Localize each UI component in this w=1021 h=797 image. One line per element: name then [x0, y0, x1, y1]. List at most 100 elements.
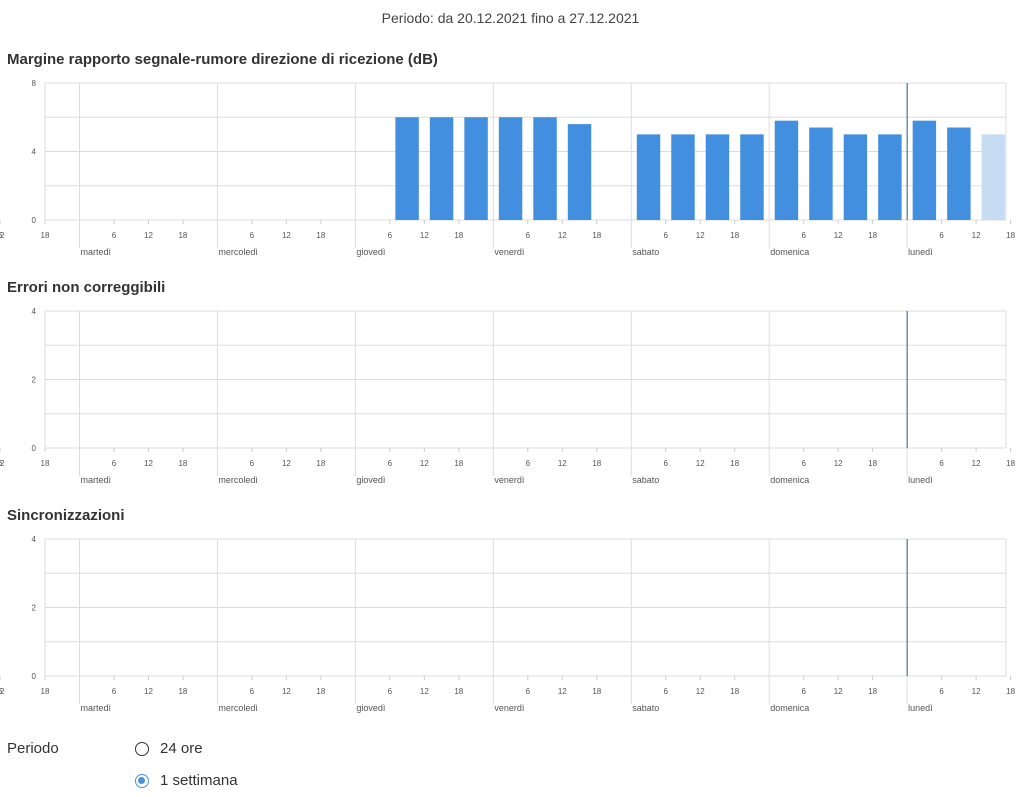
- chart-errors: 0 2 4 martedì mercoledì giovedì venerdì sabato d…: [0, 307, 1016, 485]
- x-tick-label: 12: [558, 687, 567, 696]
- x-tick-label: 18: [730, 459, 739, 468]
- y-tick-label: 4: [32, 148, 37, 157]
- day-label: giovedì: [356, 247, 385, 257]
- x-tick-label: 18: [178, 687, 187, 696]
- bar: [636, 134, 661, 220]
- x-tick-label: 6: [388, 687, 393, 696]
- period-label: Periodo: [7, 740, 59, 757]
- x-tick-label: 6: [801, 231, 806, 240]
- x-tick-label: 12: [282, 459, 291, 468]
- x-tick-label: 18: [41, 231, 50, 240]
- chart-title-snr: Margine rapporto segnale-rumore direzion…: [7, 51, 438, 68]
- chart-title-errors: Errori non correggibili: [7, 279, 166, 296]
- x-tick-label: 18: [592, 231, 601, 240]
- x-tick-label: 6: [801, 687, 806, 696]
- radio-24h[interactable]: 24 ore: [135, 740, 203, 757]
- x-tick-label: 6: [526, 231, 531, 240]
- bar: [533, 117, 557, 220]
- x-tick-label: 12: [0, 459, 5, 468]
- x-tick-label: 18: [868, 459, 877, 468]
- x-tick-label: 6: [526, 687, 531, 696]
- bar: [740, 134, 764, 220]
- y-tick-label: 0: [32, 216, 37, 225]
- chart-snr: 0 4 8 martedì mercoledì giovedì venerdì sabato d…: [0, 79, 1016, 257]
- x-tick-label: 18: [454, 459, 463, 468]
- bar: [705, 134, 730, 220]
- x-tick-label: 12: [696, 231, 705, 240]
- bar: [947, 127, 971, 220]
- y-tick-label: 2: [32, 604, 37, 613]
- x-tick-label: 6: [388, 231, 393, 240]
- day-label: lunedì: [908, 703, 933, 713]
- x-tick-label: 6: [664, 459, 669, 468]
- x-tick-label: 6: [250, 459, 255, 468]
- x-tick-label: 12: [144, 231, 153, 240]
- y-tick-label: 8: [32, 79, 37, 88]
- x-tick-label: 12: [144, 459, 153, 468]
- x-tick-label: 6: [939, 459, 944, 468]
- x-tick-label: 18: [41, 459, 50, 468]
- day-label: sabato: [632, 475, 659, 485]
- x-tick-label: 18: [730, 231, 739, 240]
- x-tick-label: 12: [696, 459, 705, 468]
- chart-title-sync: Sincronizzazioni: [7, 507, 125, 524]
- y-tick-label: 0: [32, 444, 37, 453]
- day-label: sabato: [632, 247, 659, 257]
- x-tick-label: 18: [316, 231, 325, 240]
- x-tick-label: 12: [420, 459, 429, 468]
- bar: [671, 134, 695, 220]
- day-label: mercoledì: [218, 247, 258, 257]
- y-tick-label: 2: [32, 376, 37, 385]
- bar: [878, 134, 902, 220]
- x-tick-label: 18: [178, 459, 187, 468]
- x-tick-label: 18: [1006, 231, 1015, 240]
- x-tick-label: 12: [558, 459, 567, 468]
- bar: [912, 120, 937, 220]
- day-label: giovedì: [356, 475, 385, 485]
- x-tick-label: 12: [420, 687, 429, 696]
- x-tick-label: 12: [972, 231, 981, 240]
- x-tick-label: 6: [112, 459, 117, 468]
- day-label: domenica: [770, 247, 809, 257]
- x-tick-label: 12: [972, 687, 981, 696]
- period-range-text: Periodo: da 20.12.2021 fino a 27.12.2021: [381, 10, 640, 26]
- x-tick-label: 6: [664, 231, 669, 240]
- x-tick-label: 6: [0, 231, 3, 240]
- radio-circle[interactable]: [135, 741, 149, 756]
- day-label: sabato: [632, 703, 659, 713]
- x-tick-label: 6: [112, 231, 117, 240]
- bar: [567, 124, 592, 220]
- bar: [774, 120, 799, 220]
- x-tick-label: 6: [250, 687, 255, 696]
- x-tick-label: 12: [282, 687, 291, 696]
- x-tick-label: 6: [388, 459, 393, 468]
- x-tick-label: 6: [939, 231, 944, 240]
- radio-1-week-label: 1 settimana: [160, 772, 238, 789]
- x-tick-label: 6: [939, 687, 944, 696]
- x-tick-label: 6: [0, 687, 3, 696]
- radio-1-week[interactable]: 1 settimana: [135, 772, 238, 789]
- radio-circle-checked[interactable]: [135, 773, 149, 788]
- x-tick-label: 18: [1006, 459, 1015, 468]
- x-tick-label: 12: [834, 687, 843, 696]
- day-label: mercoledì: [218, 703, 258, 713]
- x-tick-label: 18: [868, 687, 877, 696]
- day-label: domenica: [770, 703, 809, 713]
- y-tick-label: 4: [32, 535, 37, 544]
- x-tick-label: 12: [144, 687, 153, 696]
- x-tick-label: 12: [834, 231, 843, 240]
- bar: [981, 134, 1006, 220]
- x-tick-label: 18: [592, 687, 601, 696]
- y-tick-label: 0: [32, 672, 37, 681]
- x-tick-label: 18: [316, 687, 325, 696]
- x-tick-label: 18: [41, 687, 50, 696]
- bar: [498, 117, 523, 220]
- day-label: venerdì: [494, 475, 524, 485]
- x-tick-label: 18: [454, 231, 463, 240]
- x-tick-label: 6: [0, 459, 3, 468]
- day-label: giovedì: [356, 703, 385, 713]
- bar: [809, 127, 833, 220]
- x-tick-label: 6: [250, 231, 255, 240]
- x-tick-label: 18: [316, 459, 325, 468]
- day-label: lunedì: [908, 247, 933, 257]
